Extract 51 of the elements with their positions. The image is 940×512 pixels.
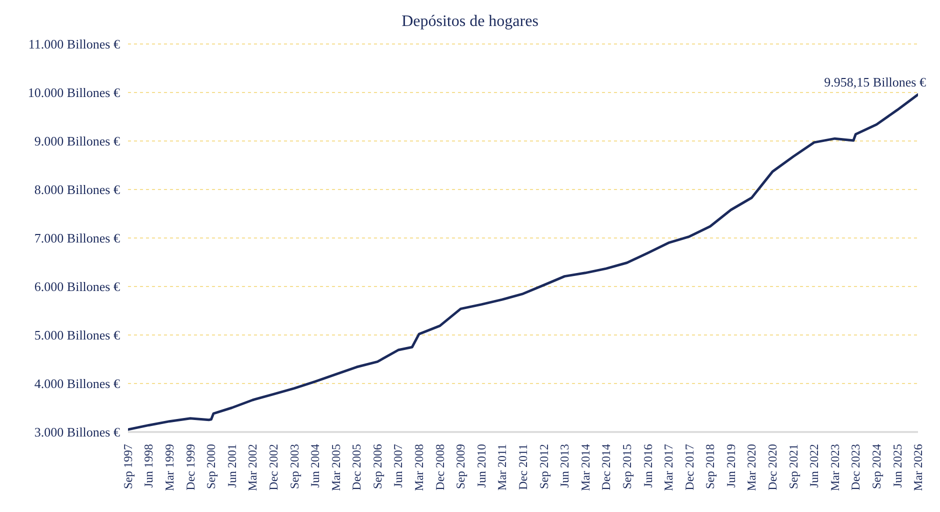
- y-tick-label: 11.000 Billones €: [28, 36, 120, 52]
- x-tick-label: Sep 1997: [121, 444, 135, 489]
- x-tick-label: Mar 2008: [412, 444, 426, 491]
- x-tick-label: Dec 2011: [516, 444, 530, 490]
- x-tick-label: Sep 2018: [703, 444, 718, 489]
- y-tick-label: 4.000 Billones €: [34, 376, 120, 392]
- x-tick-label: Sep 2006: [370, 444, 384, 489]
- x-tick-label: Dec 2008: [432, 444, 447, 490]
- x-tick-label: Sep 2009: [454, 444, 468, 489]
- x-tick-label: Sep 2024: [870, 444, 884, 489]
- x-tick-label: Jun 1998: [142, 444, 156, 488]
- y-tick-label: 3.000 Billones €: [34, 424, 120, 440]
- y-tick-label: 9.000 Billones €: [34, 134, 120, 149]
- x-tick-label: Jun 2016: [640, 444, 655, 488]
- y-tick-label: 5.000 Billones €: [34, 328, 120, 343]
- x-tick-label: Jun 2013: [558, 444, 572, 488]
- x-tick-label: Sep 2021: [786, 444, 800, 489]
- line-series: [128, 93, 918, 431]
- x-tick-label: Mar 2017: [662, 444, 676, 491]
- x-tick-label: Mar 2014: [578, 444, 592, 491]
- x-tick-label: Sep 2003: [287, 444, 302, 489]
- x-tick-label: Jun 2022: [807, 444, 822, 488]
- x-tick-label: Dec 2002: [266, 444, 281, 490]
- y-tick-label: 6.000 Billones €: [34, 279, 120, 294]
- x-tick-label: Dec 2020: [766, 444, 780, 490]
- y-tick-label: 7.000 Billones €: [34, 230, 120, 246]
- x-tick-label: Sep 2015: [620, 444, 634, 489]
- x-tick-label: Mar 2002: [246, 444, 260, 491]
- y-tick-label: 8.000 Billones €: [34, 182, 120, 198]
- x-tick-label: Jun 2025: [890, 444, 904, 488]
- y-tick-label: 10.000 Billones €: [28, 85, 120, 100]
- x-tick-label: Jun 2001: [224, 444, 239, 488]
- x-tick-label: Mar 2011: [495, 444, 510, 491]
- x-tick-label: Mar 2005: [328, 444, 343, 491]
- x-tick-label: Mar 1999: [162, 444, 176, 491]
- x-tick-label: Mar 2020: [744, 444, 759, 491]
- x-tick-label: Jun 2004: [308, 444, 322, 488]
- x-tick-label: Mar 2026: [911, 444, 925, 491]
- annotation: 9.958,15 Billones €: [824, 74, 926, 90]
- x-tick-label: Jun 2019: [724, 444, 738, 488]
- x-tick-label: Dec 2014: [599, 444, 614, 490]
- x-tick-label: Dec 2005: [350, 444, 364, 490]
- chart-title: Depósitos de hogares: [400, 12, 540, 32]
- x-tick-label: Dec 1999: [183, 444, 198, 490]
- x-tick-label: Jun 2010: [474, 444, 488, 488]
- x-tick-label: Sep 2000: [204, 444, 218, 489]
- x-tick-label: Dec 2017: [682, 444, 696, 490]
- x-tick-label: Dec 2023: [848, 444, 863, 490]
- x-tick-label: Jun 2007: [391, 444, 406, 488]
- x-tick-label: Mar 2023: [828, 444, 842, 491]
- x-tick-label: Sep 2012: [536, 444, 551, 489]
